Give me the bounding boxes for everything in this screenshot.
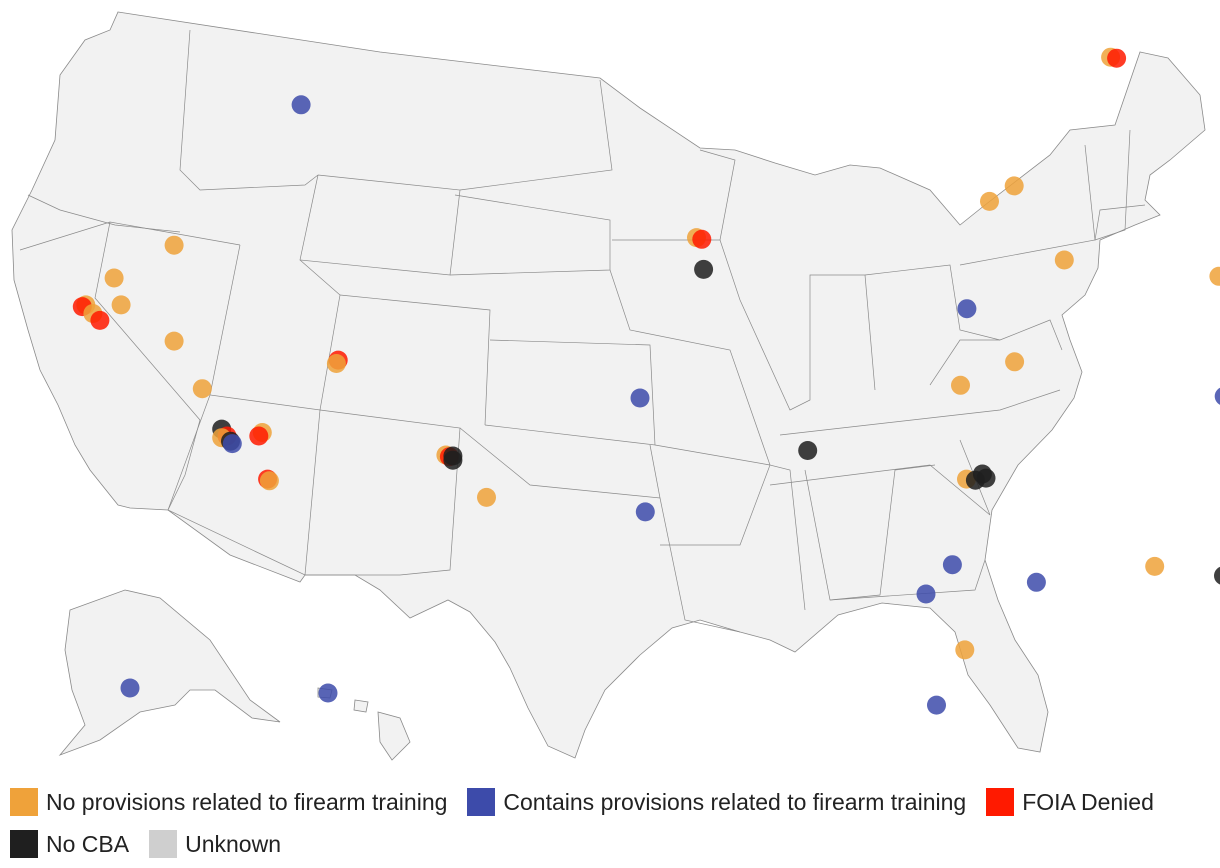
location-marker-nocba[interactable] bbox=[798, 441, 818, 460]
us-map bbox=[11, 11, 1220, 761]
location-marker-foia[interactable] bbox=[249, 426, 269, 446]
legend-swatch-foia bbox=[986, 788, 1015, 816]
legend-item-foia: FOIA Denied bbox=[986, 784, 1154, 820]
border-nd-sd-mn bbox=[459, 79, 613, 191]
location-marker-nocba[interactable] bbox=[972, 464, 992, 484]
border-ne-sd bbox=[449, 194, 611, 276]
locations-layer bbox=[72, 47, 1220, 715]
legend-item-unknown: Unknown bbox=[149, 826, 281, 862]
location-marker-none[interactable] bbox=[1209, 266, 1220, 286]
legend-item-none: No provisions related to firearm trainin… bbox=[10, 784, 447, 820]
location-marker-contains[interactable] bbox=[1026, 572, 1046, 592]
lower48-land bbox=[11, 11, 1206, 759]
border-ia-mn-wi bbox=[612, 149, 736, 241]
location-marker-contains[interactable] bbox=[222, 434, 242, 454]
legend-label-contains: Contains provisions related to firearm t… bbox=[503, 789, 967, 815]
border-nm-tx bbox=[305, 409, 461, 576]
location-marker-none[interactable] bbox=[1005, 352, 1025, 372]
location-marker-none[interactable] bbox=[326, 354, 346, 373]
location-marker-none[interactable] bbox=[951, 375, 970, 395]
location-marker-none[interactable] bbox=[192, 379, 212, 399]
legend-item-contains: Contains provisions related to firearm t… bbox=[467, 784, 966, 820]
border-ky-tn bbox=[779, 389, 1061, 436]
location-marker-contains[interactable] bbox=[120, 678, 140, 698]
location-marker-contains[interactable] bbox=[635, 502, 655, 522]
border-ks-ok bbox=[484, 339, 656, 446]
legend-label-none: No provisions related to firearm trainin… bbox=[46, 789, 448, 815]
border-az-nm bbox=[167, 394, 321, 576]
location-marker-none[interactable] bbox=[955, 640, 975, 660]
legend-label-nocba: No CBA bbox=[46, 831, 130, 857]
alaska-land bbox=[58, 589, 281, 756]
border-mo-ar bbox=[609, 269, 771, 466]
hawaii-maui bbox=[353, 699, 369, 713]
location-marker-contains[interactable] bbox=[957, 299, 977, 319]
border-pa-ny bbox=[959, 204, 1146, 266]
location-marker-contains[interactable] bbox=[1214, 387, 1220, 406]
border-ca-nv bbox=[94, 221, 201, 511]
location-marker-contains[interactable] bbox=[916, 584, 936, 604]
location-marker-foia[interactable] bbox=[1107, 48, 1127, 68]
state-borders bbox=[19, 29, 1146, 633]
location-marker-none[interactable] bbox=[164, 235, 184, 255]
location-marker-none[interactable] bbox=[164, 331, 184, 351]
location-marker-none[interactable] bbox=[1004, 176, 1024, 196]
land-layer bbox=[11, 11, 1206, 761]
location-marker-none[interactable] bbox=[1145, 556, 1165, 576]
border-ar-la-ms bbox=[660, 464, 806, 611]
legend-label-foia: FOIA Denied bbox=[1022, 789, 1154, 815]
border-ms-al-ga bbox=[804, 464, 936, 601]
location-marker-contains[interactable] bbox=[942, 555, 962, 575]
location-marker-nocba[interactable] bbox=[694, 259, 714, 279]
location-marker-contains[interactable] bbox=[630, 388, 650, 408]
border-ny-vt-nh bbox=[1084, 129, 1131, 241]
location-marker-none[interactable] bbox=[980, 191, 999, 211]
legend: No provisions related to firearm trainin… bbox=[10, 784, 1210, 868]
legend-item-nocba: No CBA bbox=[10, 826, 129, 862]
location-marker-none[interactable] bbox=[477, 487, 496, 507]
location-marker-foia[interactable] bbox=[692, 229, 712, 249]
location-marker-nocba[interactable] bbox=[1214, 566, 1220, 585]
border-oh-pa bbox=[864, 264, 1001, 341]
border-fl-ga-al bbox=[829, 559, 986, 601]
border-co-ks bbox=[339, 294, 491, 426]
legend-label-unknown: Unknown bbox=[185, 831, 281, 857]
legend-swatch-nocba bbox=[10, 830, 38, 858]
border-va-wv bbox=[929, 319, 1063, 386]
border-tx-la bbox=[659, 497, 741, 633]
location-marker-foia[interactable] bbox=[90, 310, 110, 330]
location-marker-none[interactable] bbox=[104, 268, 124, 288]
location-marker-nocba[interactable] bbox=[443, 450, 463, 470]
legend-swatch-unknown bbox=[149, 830, 178, 858]
legend-swatch-contains bbox=[467, 788, 496, 816]
location-marker-contains[interactable] bbox=[291, 95, 311, 115]
border-id-mt bbox=[179, 29, 319, 191]
location-marker-none[interactable] bbox=[259, 471, 279, 491]
location-marker-none[interactable] bbox=[1054, 250, 1074, 270]
location-marker-contains[interactable] bbox=[927, 695, 946, 715]
location-marker-contains[interactable] bbox=[318, 683, 338, 703]
location-marker-none[interactable] bbox=[111, 295, 131, 315]
border-ok-tx bbox=[459, 427, 661, 499]
hawaii-big-island bbox=[377, 711, 411, 761]
legend-swatch-none bbox=[10, 788, 38, 816]
